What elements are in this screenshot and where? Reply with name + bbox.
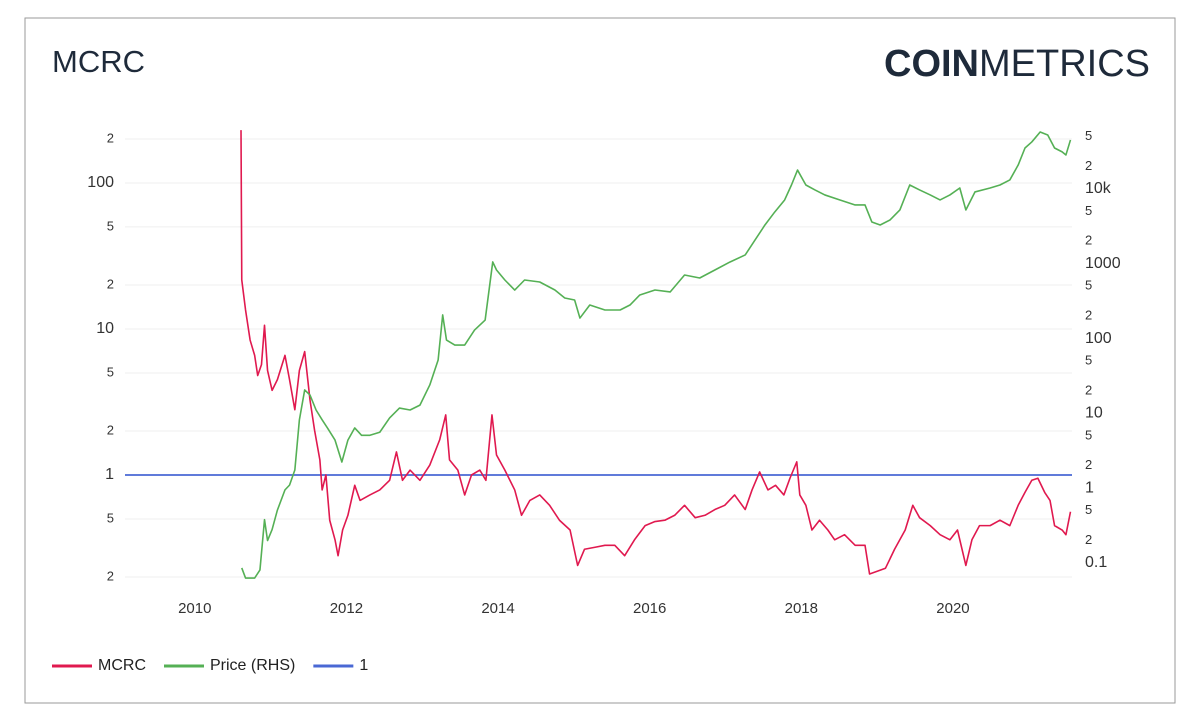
y2-tick-label: 2 xyxy=(1085,532,1092,547)
y2-tick-label: 5 xyxy=(1085,203,1092,218)
y2-tick-label: 5 xyxy=(1085,128,1092,143)
plot-area: 2 100 5 2 10 5 2 1 5 2 5 2 10k 5 2 1000 5 2 100 5 2 10 5 2 1 5 2 0.… xyxy=(87,128,1120,617)
x-tick-label: 2020 xyxy=(936,600,969,617)
brand-logo-light: METRICS xyxy=(979,43,1150,85)
brand-logo: COINMETRICS xyxy=(884,43,1150,85)
y2-tick-label: 1 xyxy=(1085,479,1094,496)
x-tick-label: 2016 xyxy=(633,600,666,617)
y-tick-label: 2 xyxy=(107,568,114,583)
y-tick-label: 1 xyxy=(105,466,114,483)
y-tick-label: 5 xyxy=(107,218,114,233)
legend-label: 1 xyxy=(359,657,368,674)
legend-label: Price (RHS) xyxy=(210,657,295,674)
series-line xyxy=(241,131,1072,579)
y-tick-label: 2 xyxy=(107,422,114,437)
y2-tick-label: 1000 xyxy=(1085,255,1121,272)
y2-tick-label: 2 xyxy=(1085,158,1092,173)
y2-tick-label: 5 xyxy=(1085,427,1092,442)
series-line xyxy=(240,130,1072,575)
y-tick-label: 2 xyxy=(107,130,114,145)
y2-tick-label: 10k xyxy=(1085,180,1112,197)
y2-tick-label: 2 xyxy=(1085,382,1092,397)
y2-tick-label: 10 xyxy=(1085,405,1103,422)
y2-tick-label: 0.1 xyxy=(1085,554,1107,571)
y-tick-label: 2 xyxy=(107,276,114,291)
y-tick-label: 10 xyxy=(96,320,114,337)
y2-tick-label: 5 xyxy=(1085,502,1092,517)
x-tick-label: 2014 xyxy=(481,600,514,617)
card-frame xyxy=(24,17,1176,704)
legend: MCRC Price (RHS) 1 xyxy=(52,657,368,674)
y-tick-label: 5 xyxy=(107,510,114,525)
x-tick-label: 2010 xyxy=(178,600,211,617)
y2-tick-label: 5 xyxy=(1085,278,1092,293)
y-tick-label: 5 xyxy=(107,364,114,379)
brand-logo-bold: COIN xyxy=(884,43,979,85)
y2-tick-label: 2 xyxy=(1085,233,1092,248)
y2-tick-label: 2 xyxy=(1085,457,1092,472)
legend-label: MCRC xyxy=(98,657,146,674)
y2-tick-label: 100 xyxy=(1085,330,1112,347)
chart-title: MCRC xyxy=(52,44,145,79)
x-tick-label: 2018 xyxy=(785,600,818,617)
y2-tick-label: 2 xyxy=(1085,308,1092,323)
y-tick-label: 100 xyxy=(87,174,114,191)
x-tick-label: 2012 xyxy=(330,600,363,617)
y2-tick-label: 5 xyxy=(1085,353,1092,368)
